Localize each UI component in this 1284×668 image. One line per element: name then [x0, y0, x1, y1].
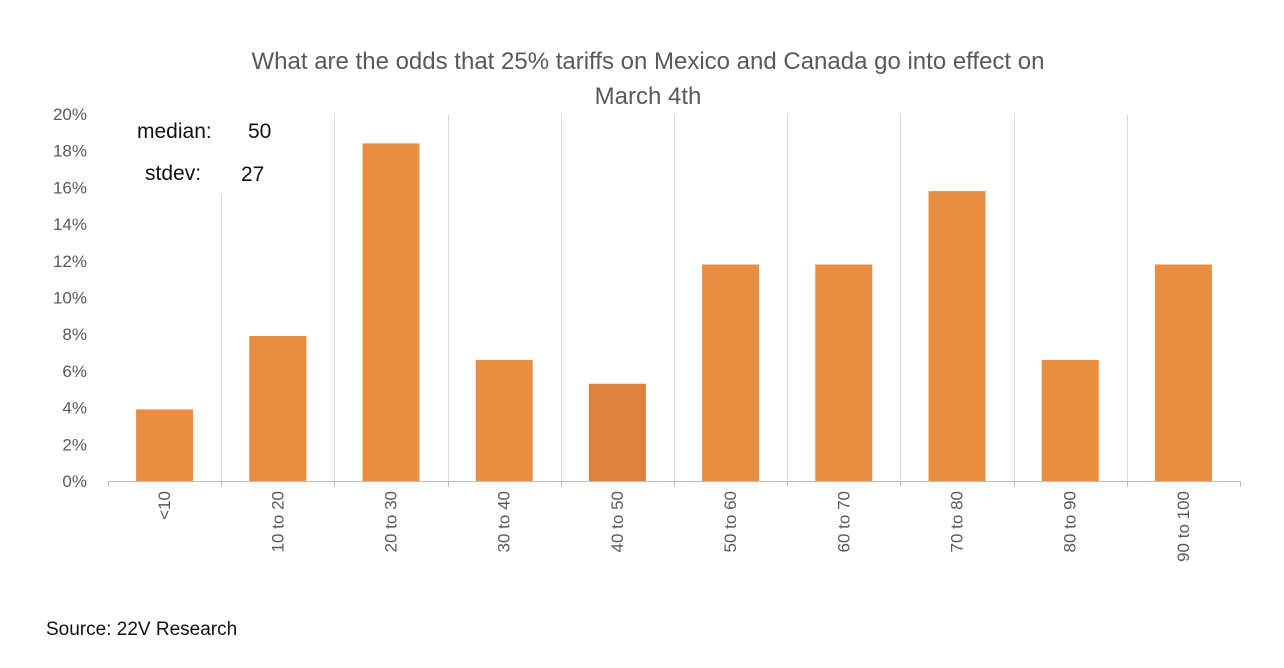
chart-title-line-2: March 4th	[595, 83, 702, 110]
bar	[136, 409, 193, 481]
bar	[476, 360, 533, 481]
bar	[815, 265, 872, 482]
y-tick-label: 12%	[53, 252, 87, 271]
stdev-value: 27	[241, 163, 264, 186]
y-tick-label: 14%	[53, 215, 87, 234]
x-tick-label: 40 to 50	[608, 491, 627, 552]
bar	[589, 384, 646, 481]
gridlines	[222, 114, 1128, 481]
stdev-label: stdev:	[145, 162, 201, 185]
y-axis-tick-labels: 0% 2% 4% 6% 8% 10% 12% 14% 16% 18% 20%	[53, 105, 87, 491]
median-label: median:	[137, 120, 212, 143]
y-tick-label: 0%	[62, 472, 87, 491]
chart-title-line-1: What are the odds that 25% tariffs on Me…	[252, 48, 1045, 75]
x-tick-label: 50 to 60	[721, 491, 740, 552]
x-tick-label: 30 to 40	[495, 491, 514, 552]
y-tick-label: 8%	[62, 325, 87, 344]
x-tick-label: <10	[155, 491, 174, 520]
x-tick-label: 90 to 100	[1174, 491, 1193, 562]
x-tick-label: 70 to 80	[948, 491, 967, 552]
x-tick-label: 60 to 70	[834, 491, 853, 552]
y-tick-label: 18%	[53, 142, 87, 161]
bar	[1155, 265, 1212, 482]
y-tick-label: 10%	[53, 289, 87, 308]
bar	[1042, 360, 1099, 481]
summary-statistics: median: 50 stdev: 27	[124, 112, 302, 194]
axes	[108, 481, 1241, 487]
bar	[702, 265, 759, 482]
x-tick-label: 20 to 30	[382, 491, 401, 552]
x-tick-label: 80 to 90	[1061, 491, 1080, 552]
bar	[363, 143, 420, 481]
y-tick-label: 2%	[62, 435, 87, 454]
bar	[929, 191, 986, 481]
median-value: 50	[248, 120, 271, 143]
chart-title: What are the odds that 25% tariffs on Me…	[252, 48, 1045, 110]
y-tick-label: 20%	[53, 105, 87, 124]
bar	[249, 336, 306, 481]
y-tick-label: 4%	[62, 399, 87, 418]
source-note: Source: 22V Research	[46, 619, 237, 640]
y-tick-label: 16%	[53, 178, 87, 197]
x-tick-label: 10 to 20	[268, 491, 287, 552]
y-tick-label: 6%	[62, 362, 87, 381]
x-axis-tick-labels: <10 10 to 20 20 to 30 30 to 40 40 to 50 50 to…	[155, 491, 1193, 562]
